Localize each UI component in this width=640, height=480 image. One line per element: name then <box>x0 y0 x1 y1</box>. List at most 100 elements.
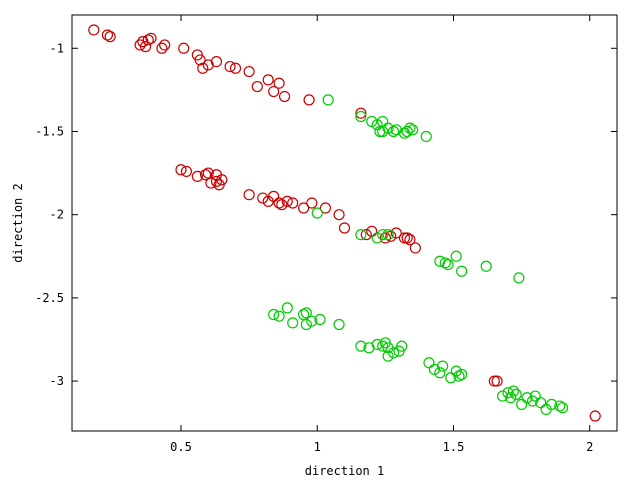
data-point <box>268 308 280 321</box>
x-tick-label: 2 <box>586 440 593 454</box>
x-tick-label: 1 <box>314 440 321 454</box>
data-point <box>319 202 332 214</box>
data-point <box>281 195 293 207</box>
data-point <box>224 60 236 73</box>
data-point <box>439 257 451 269</box>
data-point <box>379 232 391 244</box>
data-point <box>366 225 378 237</box>
data-point <box>407 124 419 136</box>
data-point <box>450 250 462 262</box>
x-tick-label: 0.5 <box>170 440 192 454</box>
data-point <box>423 357 435 369</box>
data-point <box>480 260 492 272</box>
data-point <box>371 338 383 351</box>
data-point <box>216 174 228 186</box>
data-point <box>589 410 601 422</box>
y-tick-label: -3 <box>50 374 64 388</box>
data-point <box>453 370 465 382</box>
data-point <box>197 62 209 74</box>
data-point <box>333 318 345 331</box>
data-point <box>496 390 509 402</box>
data-point <box>134 39 146 51</box>
data-point <box>210 55 223 68</box>
data-point <box>404 234 416 246</box>
data-point <box>262 74 274 86</box>
data-point <box>366 115 378 128</box>
data-point <box>554 400 566 412</box>
data-point <box>385 230 397 242</box>
data-point <box>355 107 367 119</box>
data-point <box>273 197 285 209</box>
data-point <box>488 375 500 387</box>
data-point <box>145 32 157 44</box>
data-point <box>104 31 116 43</box>
data-point <box>322 94 334 106</box>
data-point <box>287 197 299 209</box>
data-point <box>491 375 503 387</box>
data-point <box>251 80 263 93</box>
data-point <box>355 340 367 352</box>
data-point <box>529 390 541 402</box>
data-point <box>513 272 525 284</box>
data-point <box>404 122 416 134</box>
data-point <box>510 388 522 400</box>
data-point <box>387 125 400 138</box>
data-point <box>175 164 187 176</box>
data-point <box>445 372 457 384</box>
data-point <box>382 122 394 134</box>
data-point <box>396 340 408 352</box>
data-points <box>88 24 601 422</box>
data-point <box>300 318 312 331</box>
data-point <box>180 165 193 178</box>
x-axis-label: direction 1 <box>305 464 384 478</box>
data-point <box>178 42 190 54</box>
y-tick-label: -2.5 <box>35 291 64 305</box>
data-point <box>377 340 389 352</box>
data-point <box>311 207 323 219</box>
data-point <box>420 130 432 143</box>
data-point <box>306 197 318 209</box>
data-point <box>516 398 528 410</box>
data-point <box>139 41 152 53</box>
data-point <box>243 189 255 201</box>
data-point <box>401 125 413 138</box>
y-tick-label: -1 <box>50 41 64 55</box>
y-axis-label: direction 2 <box>11 183 25 262</box>
data-point <box>205 177 217 189</box>
data-point <box>88 24 100 36</box>
data-point <box>507 385 520 397</box>
data-point <box>276 199 288 211</box>
data-point <box>268 85 280 98</box>
data-point <box>521 392 533 404</box>
plot-frame <box>71 14 618 432</box>
y-axis-ticks: -1 -1.5 -2 -2.5 -3 <box>35 41 617 388</box>
data-point <box>229 62 242 74</box>
x-tick-label: 1.5 <box>443 440 465 454</box>
data-point <box>287 317 299 329</box>
data-point <box>199 169 212 181</box>
data-point <box>371 232 383 244</box>
data-point <box>273 77 285 89</box>
data-point <box>387 347 400 359</box>
data-point <box>210 175 223 187</box>
data-point <box>545 398 558 410</box>
data-point <box>298 308 310 321</box>
data-point <box>382 229 394 241</box>
data-point <box>257 192 269 204</box>
data-point <box>298 202 310 214</box>
data-point <box>306 315 318 327</box>
data-point <box>273 310 285 322</box>
data-point <box>556 402 569 414</box>
data-point <box>281 302 293 314</box>
data-point <box>390 227 402 239</box>
data-point <box>268 190 280 202</box>
data-point <box>371 119 383 131</box>
data-point <box>382 350 394 362</box>
data-point <box>360 229 372 241</box>
data-point <box>156 42 168 54</box>
x-axis-ticks: 0.5 1 1.5 2 <box>170 15 593 454</box>
data-point <box>202 167 214 179</box>
data-point <box>409 242 421 254</box>
data-point <box>442 259 454 271</box>
